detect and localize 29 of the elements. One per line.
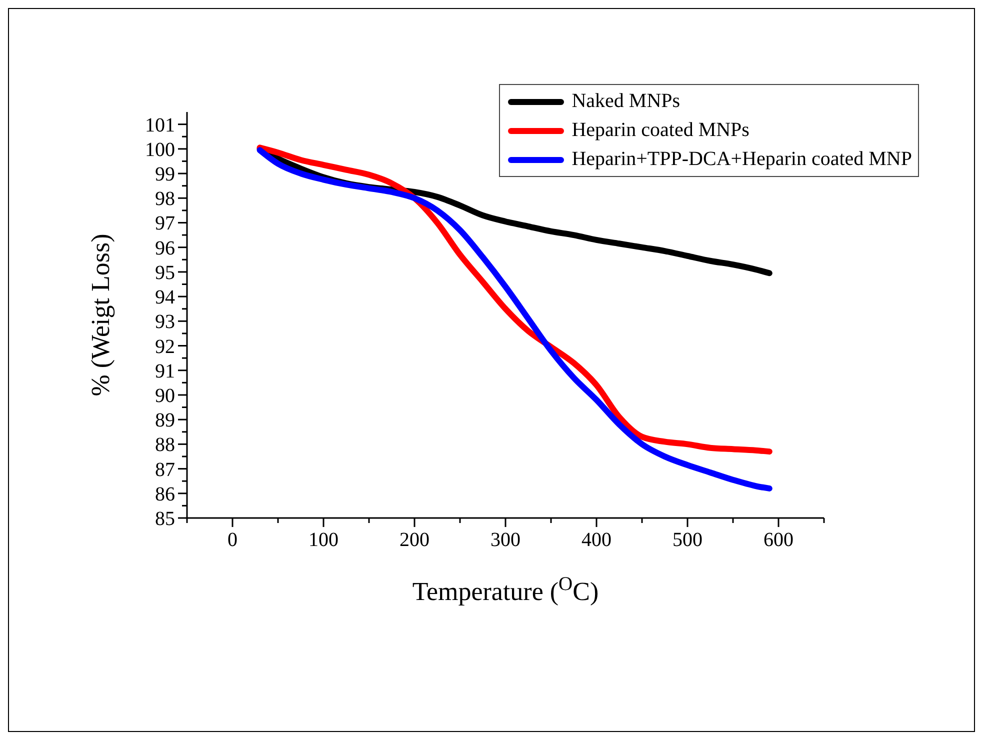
- legend-label: Heparin+TPP-DCA+Heparin coated MNP: [572, 148, 912, 171]
- legend-label: Naked MNPs: [572, 90, 680, 113]
- y-tick-label: 90: [155, 384, 175, 407]
- x-tick-label: 200: [400, 529, 430, 551]
- y-tick-label: 87: [155, 458, 175, 481]
- y-tick-label: 99: [155, 164, 175, 186]
- y-tick-label: 89: [155, 410, 175, 432]
- x-tick-label: 500: [672, 529, 702, 551]
- y-tick-label: 91: [155, 360, 175, 382]
- x-tick-label: 0: [228, 529, 238, 551]
- x-tick-label: 100: [308, 529, 338, 551]
- legend-label: Heparin coated MNPs: [572, 119, 750, 142]
- x-axis-title: Temperature ($^{O}$C): [412, 574, 599, 606]
- x-tick-label: 600: [764, 529, 794, 551]
- y-tick-label: 86: [155, 483, 175, 506]
- y-tick-label: 88: [155, 434, 175, 456]
- y-tick-label: 96: [155, 237, 175, 260]
- x-tick-label: 300: [490, 529, 520, 551]
- x-tick-label: 400: [582, 529, 612, 551]
- y-tick-label: 97: [155, 212, 175, 235]
- y-tick-label: 92: [155, 336, 175, 358]
- y-axis-title: % (Weigt Loss): [86, 234, 115, 396]
- y-tick-label: 95: [155, 262, 175, 284]
- y-tick-label: 100: [145, 138, 175, 161]
- y-tick-label: 98: [155, 188, 175, 210]
- y-tick-label: 94: [155, 286, 175, 309]
- y-tick-label: 85: [155, 508, 175, 530]
- y-tick-label: 101: [145, 114, 175, 136]
- y-tick-label: 93: [155, 311, 175, 334]
